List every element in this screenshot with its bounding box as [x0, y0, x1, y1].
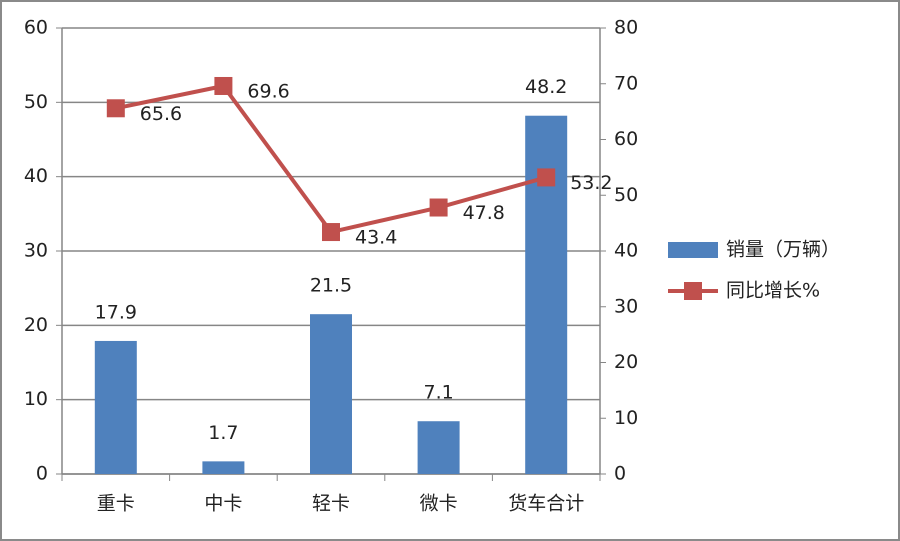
- legend-swatch: [684, 282, 702, 300]
- line-marker: [322, 223, 340, 242]
- y2-tick-label: 60: [614, 128, 638, 150]
- line-marker: [429, 198, 448, 217]
- line-marker: [106, 99, 125, 118]
- data-label: 7.1: [423, 382, 453, 404]
- x-tick-label: 货车合计: [508, 493, 584, 515]
- legend-label: 同比增长%: [726, 280, 820, 302]
- y-tick-label: 30: [24, 240, 48, 262]
- legend-label: 销量（万辆）: [726, 239, 840, 261]
- y-tick-label: 0: [36, 463, 48, 485]
- data-label: 1.7: [208, 422, 238, 444]
- y-tick-label: 50: [24, 91, 48, 113]
- line-marker: [537, 168, 556, 187]
- y2-tick-label: 30: [614, 295, 638, 317]
- data-label: 48.2: [525, 76, 567, 98]
- y2-tick-label: 20: [614, 351, 638, 373]
- y-tick-label: 40: [24, 165, 48, 187]
- bar: [417, 421, 460, 474]
- bar: [94, 340, 137, 474]
- y2-tick-label: 40: [614, 240, 638, 262]
- data-label: 53.2: [570, 172, 612, 194]
- data-label: 21.5: [310, 275, 352, 297]
- data-label: 43.4: [355, 227, 397, 249]
- data-label: 47.8: [463, 202, 505, 224]
- data-label: 17.9: [95, 301, 137, 323]
- x-tick-label: 轻卡: [312, 493, 350, 515]
- bar: [202, 461, 245, 474]
- y2-tick-label: 0: [614, 463, 626, 485]
- y-tick-label: 10: [24, 388, 48, 410]
- y2-tick-label: 50: [614, 184, 638, 206]
- data-label: 69.6: [247, 80, 289, 102]
- data-label: 65.6: [140, 103, 182, 125]
- y-tick-label: 60: [24, 17, 48, 39]
- x-tick-label: 微卡: [420, 493, 458, 515]
- x-tick-label: 重卡: [97, 493, 135, 515]
- bar: [310, 314, 352, 474]
- y2-tick-label: 10: [614, 407, 638, 429]
- x-tick-label: 中卡: [204, 493, 242, 515]
- legend-swatch: [668, 242, 718, 258]
- line-marker: [214, 76, 233, 95]
- y-tick-label: 20: [24, 314, 48, 336]
- y2-tick-label: 80: [614, 17, 638, 39]
- y2-tick-label: 70: [614, 72, 638, 94]
